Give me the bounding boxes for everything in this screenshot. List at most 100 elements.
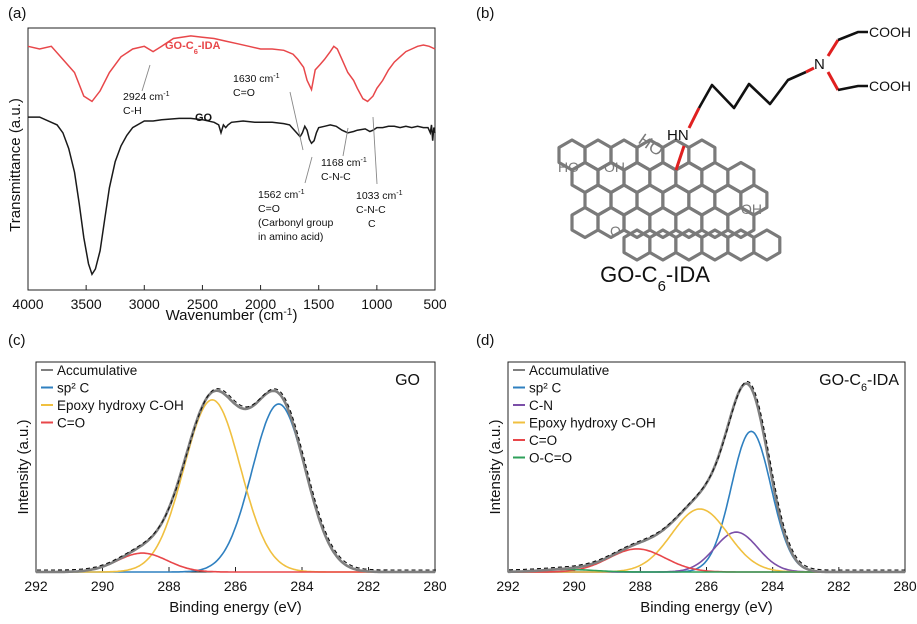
structure-name-part: GO-C xyxy=(600,262,658,287)
graphene-ring xyxy=(726,205,756,240)
xps-go-x-tick-label: 280 xyxy=(423,578,447,594)
graphene-ring xyxy=(648,205,678,240)
graphene-ring xyxy=(622,205,652,240)
ftir-annotation-wavenumber-part: -1 xyxy=(361,156,367,164)
xps-go-legend-label: Epoxy hydroxy C-OH xyxy=(57,398,184,413)
ftir-annotation-wavenumber: 1168 cm-1 xyxy=(321,156,367,169)
n-bond-down xyxy=(826,71,840,91)
ftir-annotation-note: C xyxy=(368,218,376,230)
graphene-ring xyxy=(726,228,756,262)
ftir-annotation-leader xyxy=(342,127,349,157)
xps-go-ida-x-tick-label: 292 xyxy=(496,578,520,594)
xps-go-ida-legend-label: Accumulative xyxy=(529,363,609,378)
xps-go-ida-legend-label: C-N xyxy=(529,398,553,413)
panel-label-a: (a) xyxy=(8,5,26,22)
graphene-ring xyxy=(622,228,652,262)
ftir-x-tick-label: 2500 xyxy=(187,296,218,312)
xps-go-plot-frame xyxy=(35,361,436,573)
ftir-annotation-wavenumber-part: 1033 cm xyxy=(356,190,397,202)
ftir-series-label-go-ida-part: -IDA xyxy=(198,40,221,52)
xps-go-ida-legend-label: C=O xyxy=(529,433,557,448)
ftir-annotation-bond: C-N-C xyxy=(321,171,351,183)
ftir-x-tick-label: 1500 xyxy=(303,296,334,312)
graphene-ring xyxy=(648,228,678,262)
ftir-series-label-go-ida-part: GO-C xyxy=(165,40,194,52)
ftir-annotation-leader xyxy=(372,116,378,185)
ftir-annotation-leader xyxy=(304,156,313,184)
ftir-annotation-wavenumber-part: 1168 cm xyxy=(321,157,361,169)
tertiary-amine-label: N xyxy=(814,56,825,73)
xps-go-ida-raw-data-curve xyxy=(509,380,906,571)
structure-name-part: 6 xyxy=(658,278,666,295)
linker-bond-amine xyxy=(687,107,701,129)
xps-go-ida-x-axis-label: Binding energy (eV) xyxy=(640,599,773,616)
ftir-annotation-wavenumber-part: -1 xyxy=(298,188,304,196)
ftir-annotation-bond: C=O xyxy=(233,87,255,99)
hydroxyl-label-right: OH xyxy=(741,201,762,217)
xps-go-ida-legend-label: sp² C xyxy=(529,381,562,396)
panel-label-c: (c) xyxy=(8,332,26,349)
graphene-ring xyxy=(674,228,704,262)
xps-go-x-tick-label: 292 xyxy=(24,578,48,594)
ftir-x-axis-label-part: Wavenumber (cm xyxy=(166,307,284,324)
xps-go-ida-title-part: -IDA xyxy=(867,372,899,389)
panel-label-b: (b) xyxy=(476,5,494,22)
xps-go-legend-label: Accumulative xyxy=(57,363,137,378)
structure-name: GO-C6-IDA xyxy=(600,262,710,295)
graphene-ring xyxy=(752,228,782,262)
xps-go-ida-x-tick-label: 284 xyxy=(761,578,785,594)
ftir-annotation-note: in amino acid) xyxy=(258,231,323,243)
xps-go-x-axis-label: Binding energy (eV) xyxy=(169,599,302,616)
xps-go-ida-legend-label: O-C=O xyxy=(529,451,572,466)
xps-go-component-curve-1 xyxy=(36,398,435,573)
xps-go-ida-title-part: 6 xyxy=(861,382,867,394)
xps-go-raw-data-curve xyxy=(37,388,436,571)
ftir-x-tick-label: 1000 xyxy=(361,296,392,312)
xps-go-component-curve-0 xyxy=(36,403,435,573)
graphene-ring xyxy=(700,205,730,240)
xps-go-ida-chart: 292 290 288 286 284 282 280 Binding energy (eV)… xyxy=(487,361,917,616)
ftir-annotation-wavenumber: 1033 cm-1 xyxy=(356,189,403,202)
ftir-y-axis-label: Transmittance (a.u.) xyxy=(7,98,24,232)
xps-go-ida-x-tick-label: 288 xyxy=(629,578,653,594)
epoxy-label: O xyxy=(610,223,621,239)
ftir-x-tick-label: 2000 xyxy=(245,296,276,312)
graphene-ring xyxy=(674,205,704,240)
ftir-x-tick-label: 500 xyxy=(423,296,447,312)
ftir-x-axis-label-part: ) xyxy=(292,307,297,324)
xps-go-legend-label: C=O xyxy=(57,416,85,431)
xps-go-ida-title: GO-C6-IDA xyxy=(819,372,899,394)
linker-bond-sheet xyxy=(674,145,686,171)
xps-go-title: GO xyxy=(395,372,420,389)
ftir-series-line-1 xyxy=(28,116,436,277)
xps-go-legend-label: sp² C xyxy=(57,381,90,396)
ftir-annotation-wavenumber-part: -1 xyxy=(396,189,402,197)
xps-go-x-tick-label: 284 xyxy=(290,578,314,594)
xps-go-x-tick-label: 288 xyxy=(157,578,181,594)
ftir-annotation-leader xyxy=(141,64,151,92)
cooh-label-bottom: COOH xyxy=(869,78,911,94)
xps-go-y-axis-label: Intensity (a.u.) xyxy=(15,419,32,514)
ftir-series-label-go-ida: GO-C6-IDA xyxy=(165,40,221,56)
xps-go-ida-x-tick-label: 280 xyxy=(893,578,917,594)
ftir-annotation-bond: C-H xyxy=(123,105,142,117)
xps-go-x-tick-label: 282 xyxy=(357,578,381,594)
xps-go-ida-title-part: GO-C xyxy=(819,372,861,389)
n-bond-up xyxy=(826,39,840,57)
ftir-x-axis-label: Wavenumber (cm-1) xyxy=(166,307,298,325)
xps-go-ida-y-axis-label: Intensity (a.u.) xyxy=(487,419,504,514)
ftir-annotation-wavenumber-part: -1 xyxy=(273,72,279,80)
hydroxyl-label-mid: OH xyxy=(604,159,625,175)
panel-label-d: (d) xyxy=(476,332,494,349)
ftir-x-tick-label: 3500 xyxy=(71,296,102,312)
ftir-plot-frame xyxy=(27,27,436,291)
hydroxyl-label-left: HO xyxy=(558,159,579,175)
xps-go-ida-x-tick-label: 286 xyxy=(695,578,719,594)
ftir-annotation-bond: C=O xyxy=(258,203,280,215)
ftir-annotation-wavenumber-part: 2924 cm xyxy=(123,91,164,103)
carboxymethyl-bottom xyxy=(837,84,868,92)
ftir-series-label-go: GO xyxy=(195,112,213,124)
ftir-annotation-wavenumber-part: -1 xyxy=(163,90,169,98)
ftir-series-line-0 xyxy=(27,35,436,103)
